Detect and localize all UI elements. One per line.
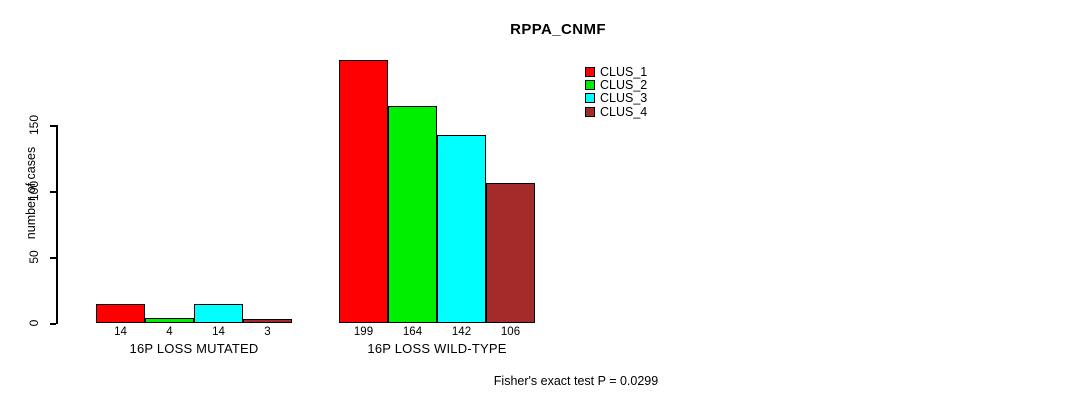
y-axis-tick (50, 257, 56, 259)
y-axis-tick-label: 150 (27, 114, 41, 136)
legend-item-clus_2: CLUS_2 (585, 79, 647, 91)
y-axis-tick-label: 0 (27, 319, 41, 327)
bar-value-label: 14 (114, 326, 127, 338)
legend-item-clus_1: CLUS_1 (585, 66, 647, 78)
legend-item-clus_3: CLUS_3 (585, 92, 647, 104)
y-axis-tick (50, 191, 56, 193)
chart-title: RPPA_CNMF (510, 21, 606, 38)
legend-swatch-icon (585, 80, 595, 90)
bar-value-label: 199 (353, 326, 374, 338)
bar-clus_4 (243, 319, 292, 323)
bar-clus_1 (96, 304, 145, 323)
bar-clus_4 (486, 183, 535, 323)
y-axis-tick-label: 100 (27, 180, 41, 202)
y-axis-tick-label: 50 (27, 250, 41, 264)
legend: CLUS_1 CLUS_2 CLUS_3 CLUS_4 (585, 66, 705, 122)
bar-clus_3 (437, 135, 486, 323)
bar-clus_2 (388, 106, 437, 323)
fisher-test-annotation: Fisher's exact test P = 0.0299 (493, 374, 659, 388)
bar-value-label: 106 (500, 326, 521, 338)
x-axis-group-label: 16P LOSS WILD-TYPE (367, 341, 507, 356)
y-axis-tick (50, 125, 56, 127)
bar-clus_2 (145, 318, 194, 323)
legend-swatch-icon (585, 67, 595, 77)
bar-value-label: 164 (402, 326, 423, 338)
y-axis-line (56, 125, 58, 324)
bar-clus_1 (339, 60, 388, 323)
legend-label: CLUS_3 (600, 91, 648, 105)
legend-label: CLUS_4 (600, 105, 648, 119)
legend-item-clus_4: CLUS_4 (585, 106, 647, 118)
legend-swatch-icon (585, 93, 595, 103)
x-axis-group-label: 16P LOSS MUTATED (129, 341, 259, 356)
legend-label: CLUS_2 (600, 78, 648, 92)
bar-value-label: 4 (166, 326, 173, 338)
y-axis-tick (50, 323, 56, 325)
legend-label: CLUS_1 (600, 65, 648, 79)
bar-clus_3 (194, 304, 243, 323)
bar-value-label: 14 (212, 326, 225, 338)
bar-value-label: 142 (451, 326, 472, 338)
legend-swatch-icon (585, 107, 595, 117)
bar-value-label: 3 (264, 326, 271, 338)
